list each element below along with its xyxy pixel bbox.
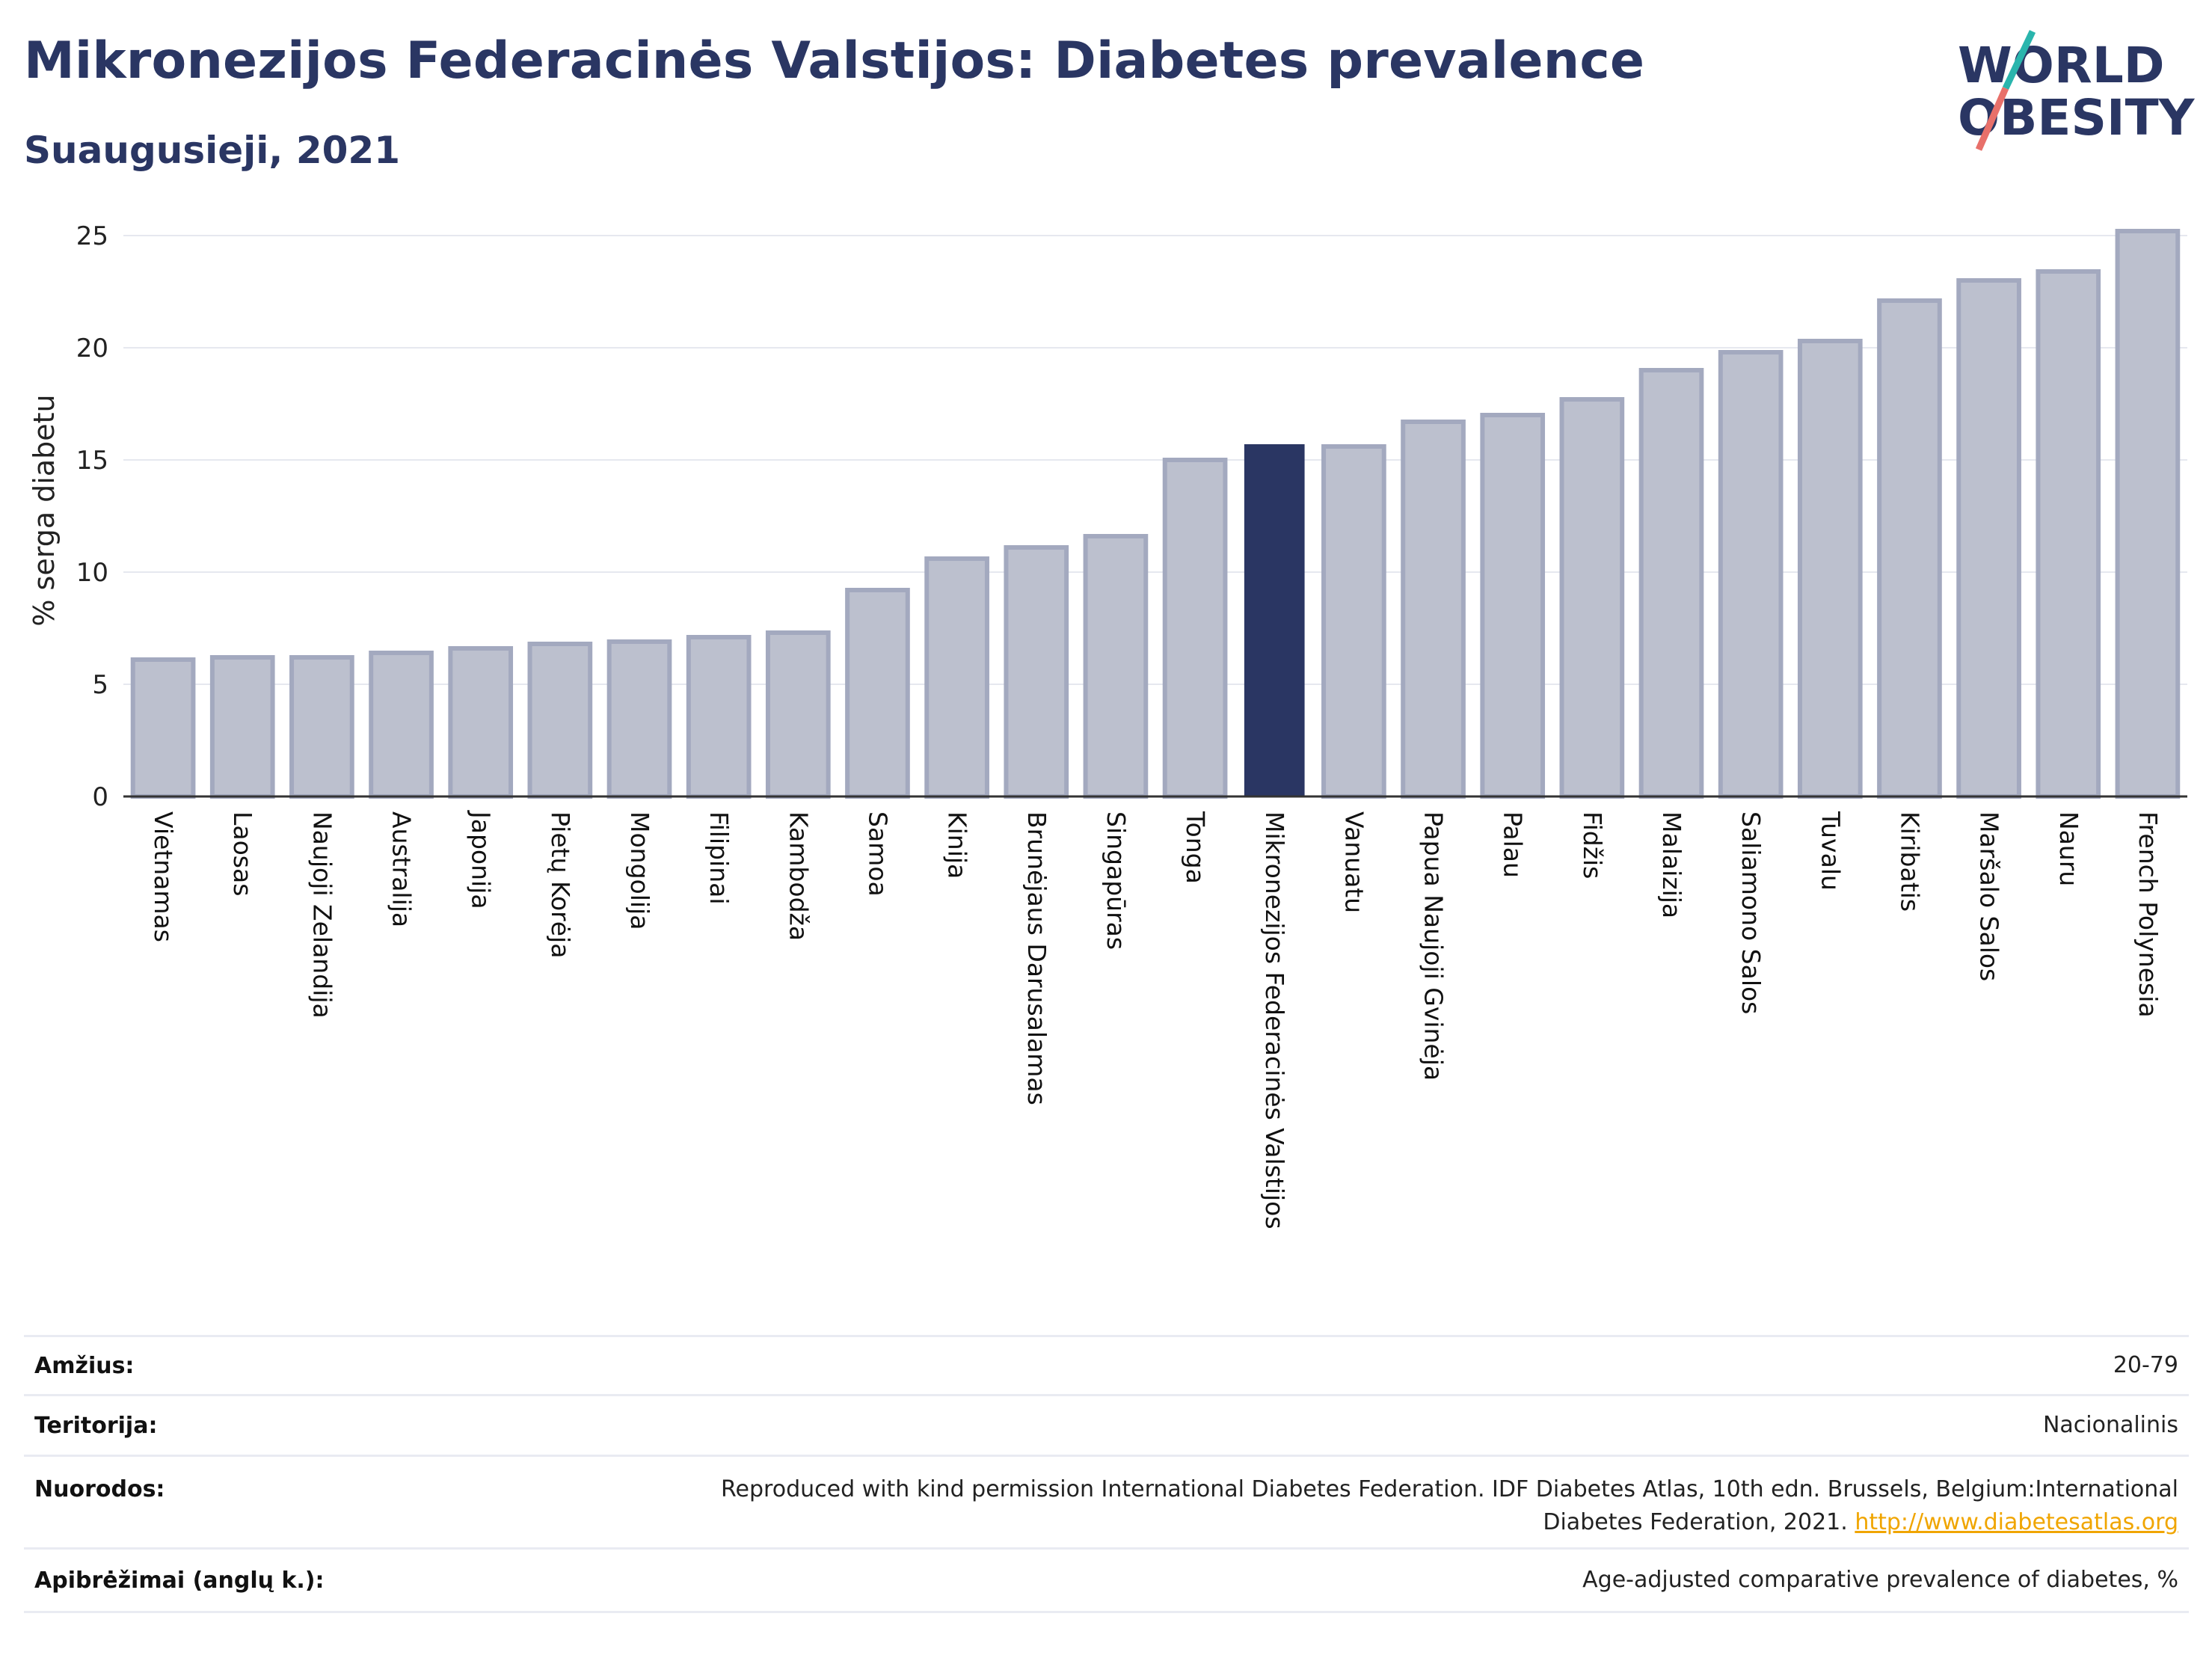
bar	[130, 657, 196, 799]
info-label-territory: Teritorija:	[34, 1412, 158, 1439]
bar	[1718, 350, 1784, 799]
bar	[1321, 444, 1386, 799]
y-axis-label: % serga diabetu	[28, 394, 61, 626]
x-tick-label: Mongolija	[625, 811, 654, 930]
bar	[1559, 397, 1625, 799]
logo-text-obesity: OBESITY	[1958, 89, 2196, 147]
y-tick-label: 25	[76, 221, 108, 251]
info-label-references: Nuorodos:	[34, 1476, 165, 1502]
bar-chart: 0 5 10 15 20 25 % serga diabetu Vietnamas Laosas…	[28, 221, 2187, 1229]
bar	[765, 630, 831, 799]
bar	[369, 651, 434, 799]
y-tick-label: 5	[92, 670, 108, 700]
x-tick-label: Naujoji Zelandija	[307, 811, 337, 1019]
info-value-references: Reproduced with kind permission Internat…	[638, 1473, 2189, 1539]
chart-title: Mikronezijos Federacinės Valstijos: Diab…	[24, 31, 1645, 90]
x-tick-label: Vietnamas	[149, 811, 178, 942]
info-row-territory: Teritorija: Nacionalinis	[24, 1394, 2189, 1455]
x-tick-label: Papua Naujoji Gvinėja	[1419, 811, 1448, 1081]
bar	[686, 635, 752, 799]
y-tick-label: 0	[92, 782, 108, 812]
info-value-definitions: Age-adjusted comparative prevalence of d…	[1582, 1567, 2178, 1593]
references-text: Reproduced with kind permission Internat…	[721, 1476, 2178, 1535]
x-tick-label: Kinija	[943, 811, 972, 879]
x-tick-label: Kiribatis	[1895, 811, 1924, 912]
info-label-age: Amžius:	[34, 1352, 135, 1379]
bar	[924, 556, 989, 799]
info-table: Amžius: 20-79 Teritorija: Nacionalinis N…	[24, 1335, 2189, 1613]
bar	[1162, 458, 1228, 799]
bar	[845, 588, 910, 799]
bar	[1877, 298, 1942, 799]
logo-slash-top	[2002, 30, 2036, 90]
bar	[606, 639, 672, 799]
x-tick-label: Tonga	[1181, 811, 1210, 884]
highlight-bar	[1244, 444, 1305, 796]
x-tick-label: Fidžis	[1578, 811, 1607, 879]
bar	[209, 655, 275, 799]
bar	[527, 642, 593, 799]
references-link[interactable]: http://www.diabetesatlas.org	[1855, 1509, 2178, 1535]
x-tick-label: Palau	[1499, 811, 1528, 878]
x-tick-label: Singapūras	[1102, 811, 1131, 950]
world-obesity-logo[interactable]: WORLD OBESITY	[1944, 30, 2199, 157]
chart-subtitle: Suaugusieji, 2021	[24, 129, 400, 172]
x-tick-label: Vanuatu	[1339, 811, 1368, 913]
bar	[1083, 534, 1149, 799]
y-tick-label: 10	[76, 558, 108, 588]
logo-slash-bottom	[1975, 87, 2009, 151]
info-label-definitions: Apibrėžimai (anglų k.):	[34, 1567, 325, 1594]
x-tick-label: Laosas	[228, 811, 257, 896]
x-tick-label: Saliamono Salos	[1736, 811, 1766, 1014]
y-tick-label: 20	[76, 334, 108, 363]
x-tick-label: Brunėjaus Darusalamas	[1022, 811, 1051, 1105]
bar	[448, 646, 514, 799]
x-tick-label: Mikronezijos Federacinės Valstijos	[1260, 811, 1289, 1229]
bar	[1956, 278, 2021, 799]
logo-text-world: WORLD	[1958, 37, 2165, 94]
info-value-age: 20-79	[2113, 1352, 2178, 1378]
x-tick-label: Malaizija	[1657, 811, 1686, 918]
x-tick-label: Australija	[387, 811, 417, 927]
y-tick-label: 15	[76, 446, 108, 476]
x-tick-label: Pietų Korėja	[546, 811, 575, 958]
x-tick-label: Maršalo Salos	[1975, 811, 2004, 981]
bar	[1480, 413, 1546, 799]
bar	[2115, 229, 2181, 799]
x-tick-label: Nauru	[2054, 811, 2083, 886]
info-row-references: Nuorodos: Reproduced with kind permissio…	[24, 1455, 2189, 1547]
info-value-territory: Nacionalinis	[2042, 1412, 2178, 1438]
bar	[1797, 339, 1863, 799]
x-tick-label: Kambodža	[784, 811, 813, 941]
info-row-age: Amžius: 20-79	[24, 1335, 2189, 1394]
bar	[2036, 269, 2101, 799]
x-tick-label: Filipinai	[704, 811, 734, 905]
bar	[1401, 420, 1466, 799]
x-tick-label: Tuvalu	[1816, 811, 1845, 891]
x-tick-label: Japonija	[467, 810, 496, 909]
bar	[1004, 545, 1069, 799]
bar	[289, 655, 354, 799]
bar	[1638, 368, 1704, 799]
x-tick-label: Samoa	[863, 811, 892, 897]
info-row-definitions: Apibrėžimai (anglų k.): Age-adjusted com…	[24, 1547, 2189, 1613]
x-tick-label: French Polynesia	[2133, 811, 2163, 1018]
